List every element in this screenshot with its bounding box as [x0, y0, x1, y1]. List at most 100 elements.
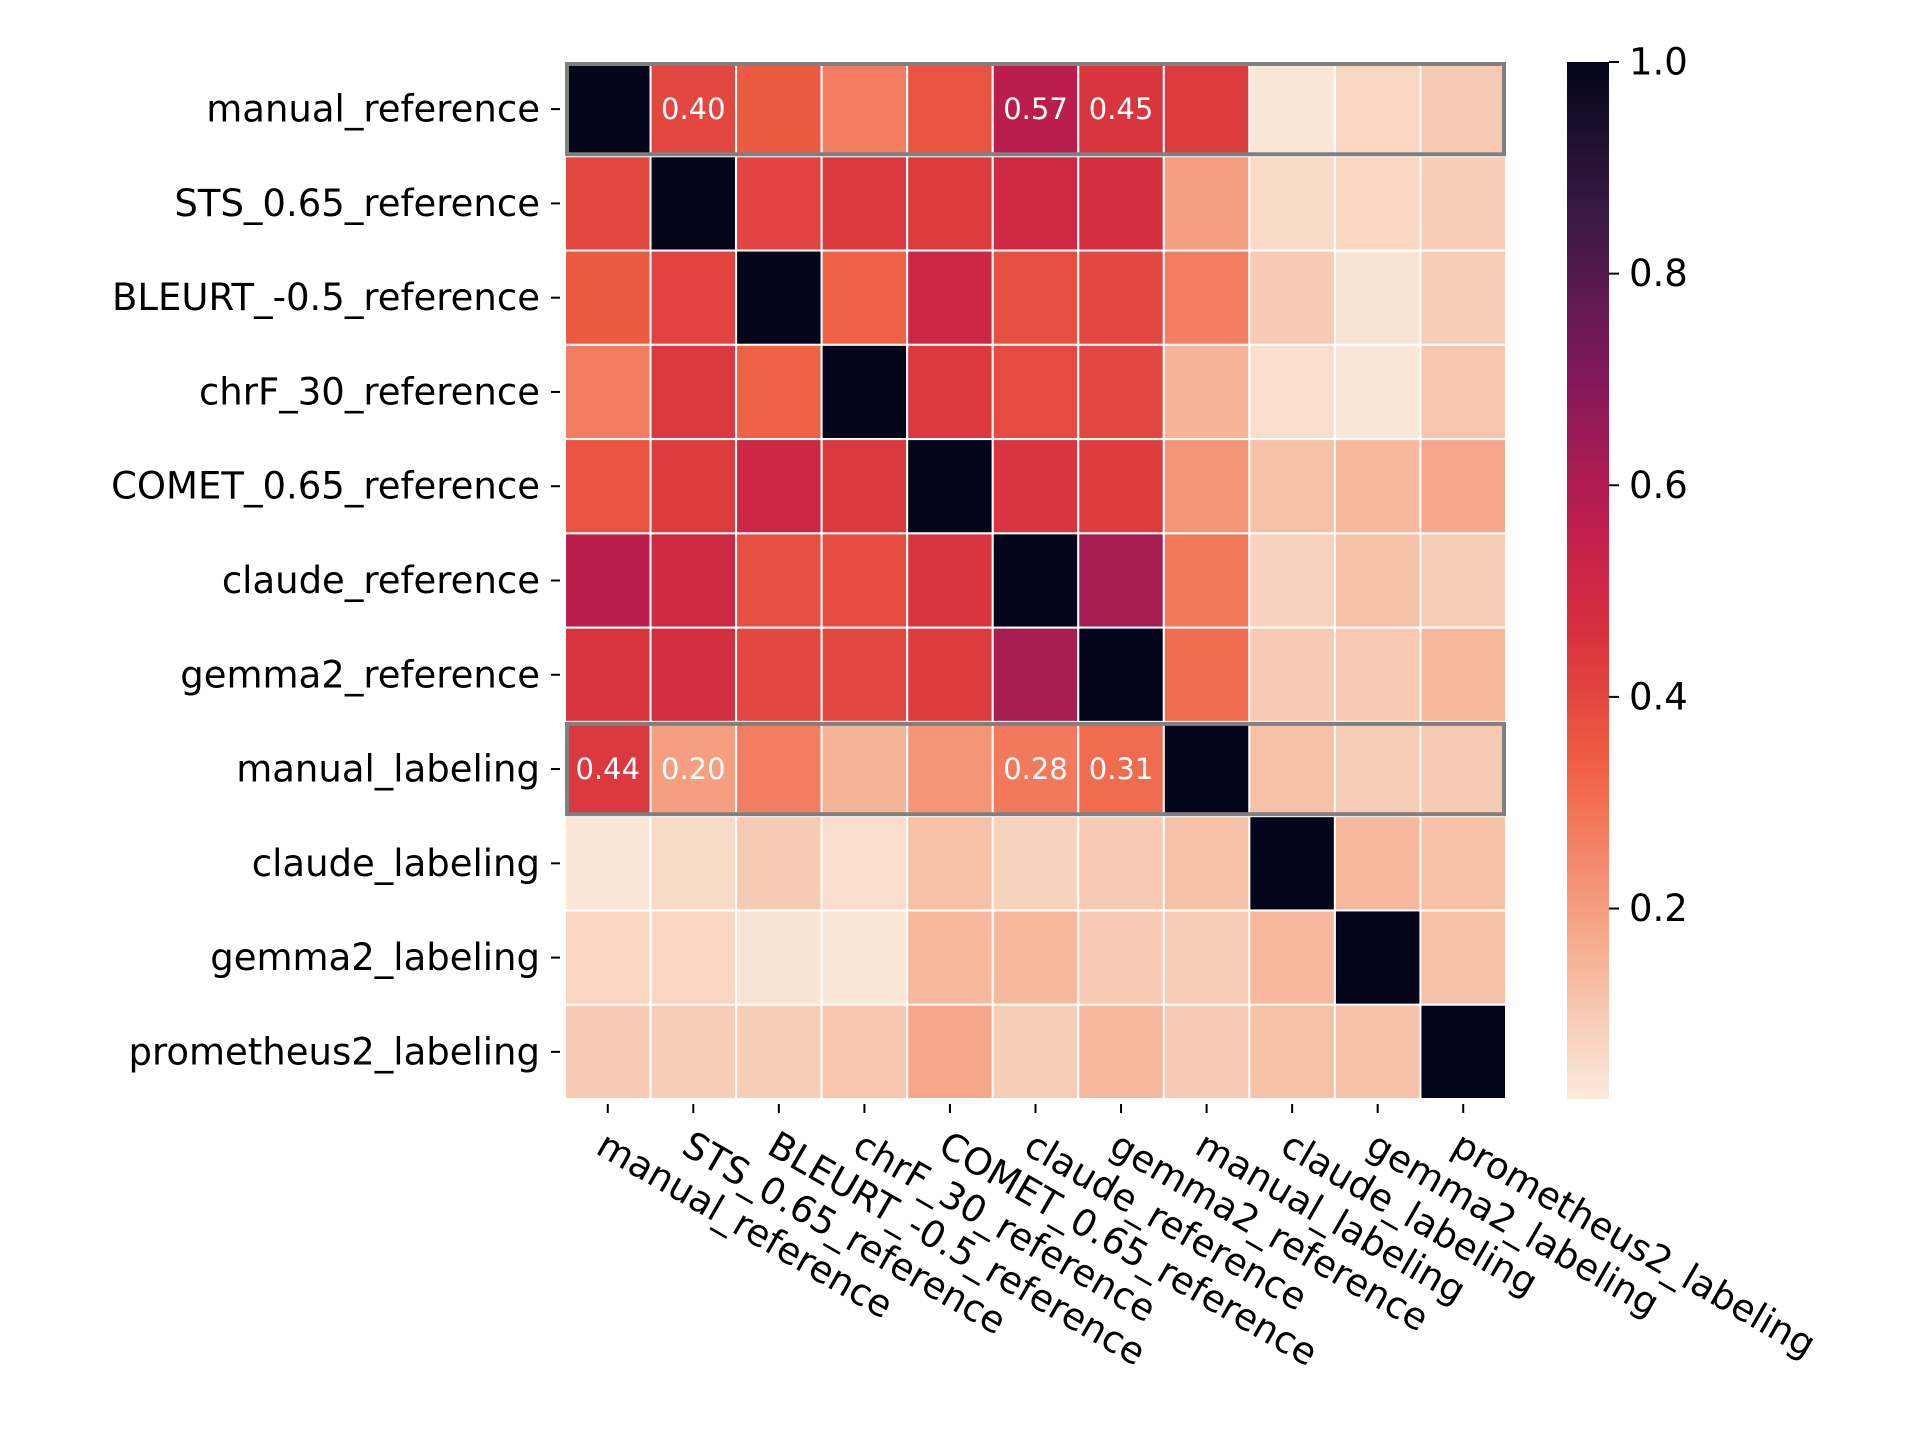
- heatmap-cell: [564, 343, 652, 441]
- cell-annotation: 0.20: [661, 752, 726, 786]
- heatmap-cell: [564, 815, 652, 912]
- heatmap-cell: [649, 1003, 738, 1101]
- heatmap-cell: [1333, 343, 1422, 441]
- heatmap-cell: [906, 626, 994, 723]
- heatmap-cell: [735, 532, 823, 629]
- heatmap-cell: [649, 532, 738, 629]
- heatmap-cell: [1162, 626, 1251, 723]
- heatmap-cell: [649, 343, 738, 441]
- y-tick-label: BLEURT_-0.5_reference: [112, 276, 540, 319]
- heatmap-cell: [564, 155, 652, 252]
- heatmap-cell: [820, 61, 909, 158]
- heatmap-cell: [991, 438, 1080, 535]
- heatmap-cell: [1248, 155, 1336, 252]
- heatmap-cell: [1077, 438, 1165, 535]
- heatmap-cell: [1248, 343, 1336, 441]
- heatmap-cell: [991, 909, 1080, 1006]
- heatmap-cells: [564, 61, 1508, 1101]
- heatmap-cell: [906, 249, 994, 346]
- heatmap-cell: [1077, 1003, 1165, 1101]
- heatmap-cell: [735, 155, 823, 252]
- heatmap-cell: [820, 909, 909, 1006]
- heatmap-cell: [820, 1003, 909, 1101]
- heatmap-cell: [735, 343, 823, 441]
- heatmap-cell: [1419, 1003, 1508, 1101]
- heatmap-cell: [1419, 815, 1508, 912]
- heatmap-cell: [1162, 1003, 1251, 1101]
- heatmap-cell: [1077, 909, 1165, 1006]
- heatmap-cell: [1419, 249, 1508, 346]
- heatmap-cell: [1419, 343, 1508, 441]
- heatmap-cell: [1333, 909, 1422, 1006]
- heatmap-cell: [1162, 532, 1251, 629]
- heatmap-cell: [564, 909, 652, 1006]
- y-axis: manual_reference STS_0.65_reference BLEURT…: [111, 88, 560, 1073]
- heatmap-cell: [1248, 909, 1336, 1006]
- heatmap-cell: [906, 61, 994, 158]
- heatmap-cell: [1248, 61, 1336, 158]
- heatmap-cell: [1419, 61, 1508, 158]
- heatmap-cell: [649, 438, 738, 535]
- cell-annotation: 0.57: [1003, 92, 1068, 126]
- colorbar-tick-label: 0.2: [1629, 887, 1688, 930]
- y-tick-label: gemma2_labeling: [210, 936, 540, 979]
- heatmap-cell: [564, 61, 652, 158]
- heatmap-cell: [1419, 720, 1508, 818]
- heatmap-cell: [1077, 532, 1165, 629]
- heatmap-annotations: 0.40 0.57 0.45 0.44 0.20 0.28 0.31: [575, 92, 1153, 786]
- heatmap-cell: [906, 532, 994, 629]
- cell-annotation: 0.40: [661, 92, 726, 126]
- heatmap-cell: [991, 249, 1080, 346]
- heatmap-cell: [1248, 532, 1336, 629]
- heatmap-cell: [820, 720, 909, 818]
- heatmap-cell: [906, 720, 994, 818]
- heatmap-cell: [1248, 1003, 1336, 1101]
- heatmap-cell: [991, 61, 1080, 158]
- heatmap-cell: [1162, 720, 1251, 818]
- heatmap-cell: [1333, 815, 1422, 912]
- heatmap-cell: [649, 249, 738, 346]
- heatmap-cell: [649, 815, 738, 912]
- heatmap-cell: [735, 909, 823, 1006]
- cell-annotation: 0.28: [1003, 752, 1068, 786]
- cell-annotation: 0.31: [1089, 752, 1154, 786]
- heatmap-cell: [1419, 438, 1508, 535]
- heatmap-cell: [735, 249, 823, 346]
- heatmap-cell: [1162, 249, 1251, 346]
- heatmap-cell: [564, 438, 652, 535]
- y-tick-label: prometheus2_labeling: [128, 1030, 540, 1073]
- heatmap-cell: [906, 815, 994, 912]
- heatmap-cell: [1248, 438, 1336, 535]
- heatmap-cell: [991, 343, 1080, 441]
- y-tick-label: COMET_0.65_reference: [111, 465, 540, 508]
- heatmap-cell: [735, 626, 823, 723]
- heatmap-cell: [991, 155, 1080, 252]
- heatmap-cell: [1077, 155, 1165, 252]
- heatmap-cell: [1419, 626, 1508, 723]
- heatmap-cell: [906, 1003, 994, 1101]
- heatmap-cell: [1419, 909, 1508, 1006]
- heatmap-cell: [991, 1003, 1080, 1101]
- y-tick-label: claude_reference: [222, 559, 540, 602]
- heatmap-cell: [649, 61, 738, 158]
- highlighted-row-border: [565, 62, 1506, 157]
- heatmap-cell: [1333, 249, 1422, 346]
- heatmap-cell: [735, 1003, 823, 1101]
- y-tick-label: chrF_30_reference: [199, 370, 540, 413]
- heatmap-cell: [1248, 720, 1336, 818]
- colorbar: 0.2 0.4 0.6 0.8 1.0: [1567, 41, 1688, 1099]
- heatmap-cell: [1248, 249, 1336, 346]
- heatmap-cell: [735, 720, 823, 818]
- heatmap-cell: [1077, 626, 1165, 723]
- heatmap-cell: [820, 155, 909, 252]
- heatmap-cell: [991, 626, 1080, 723]
- heatmap-cell: [1419, 155, 1508, 252]
- y-tick-label: manual_reference: [206, 88, 540, 131]
- heatmap-cell: [991, 720, 1080, 818]
- heatmap-cell: [906, 909, 994, 1006]
- heatmap-cell: [820, 532, 909, 629]
- heatmap-cell: [649, 155, 738, 252]
- heatmap-cell: [1333, 1003, 1422, 1101]
- x-axis: manual_referenceSTS_0.65_referenceBLEURT…: [590, 1104, 1823, 1375]
